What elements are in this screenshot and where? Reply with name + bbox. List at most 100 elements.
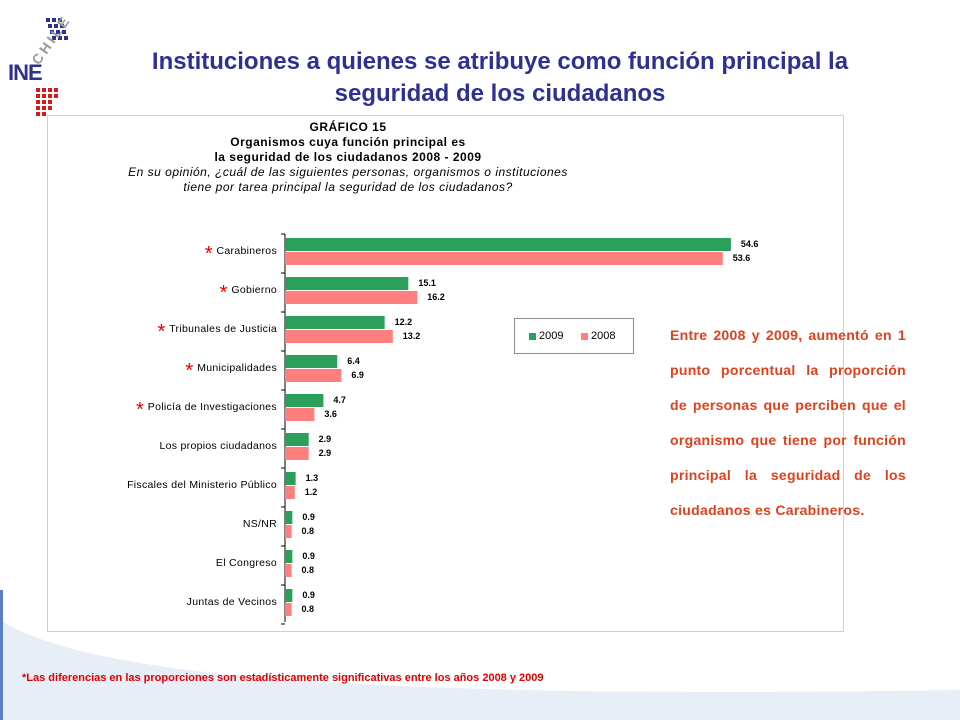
category-label: El Congreso: [216, 557, 277, 569]
logo-dot: [36, 94, 40, 98]
significance-star: *: [185, 360, 193, 382]
value-label-2009: 12.2: [395, 317, 413, 327]
bar-2009: [285, 238, 731, 251]
bar-2009: [285, 472, 296, 485]
slide-title-line-2: seguridad de los ciudadanos: [334, 80, 666, 107]
bar-2009: [285, 316, 385, 329]
logo-dot: [54, 24, 58, 28]
value-label-2008: 1.2: [305, 487, 318, 497]
bar-2008: [285, 291, 418, 304]
bar-2009: [285, 589, 293, 602]
bar-2008: [285, 603, 292, 616]
legend-swatch-2009: [529, 332, 536, 340]
logo-dot: [64, 36, 68, 40]
logo-dot: [62, 30, 66, 34]
logo-dot: [48, 24, 52, 28]
ine-logo: CHILE INE: [0, 0, 100, 120]
chart-number: GRÁFICO 15: [309, 120, 387, 134]
logo-dot: [54, 94, 58, 98]
category-label: Gobierno: [231, 284, 277, 296]
bar-2008: [285, 330, 393, 343]
legend-label-2008: 2008: [591, 330, 616, 342]
logo-acronym-text: INE: [8, 60, 42, 85]
logo-dot: [52, 18, 56, 22]
value-label-2009: 15.1: [418, 278, 436, 288]
legend-item-2009: 2009: [529, 330, 563, 342]
chart-title-line-2: la seguridad de los ciudadanos 2008 - 20…: [214, 150, 482, 164]
bar-2009: [285, 511, 293, 524]
logo-dot: [48, 88, 52, 92]
category-label: Juntas de Vecinos: [187, 596, 277, 608]
bar-2008: [285, 564, 292, 577]
chart-frame: GRÁFICO 15 Organismos cuya función princ…: [47, 115, 844, 632]
bar-2008: [285, 369, 342, 382]
significance-star: *: [205, 243, 213, 265]
legend-label-2009: 2009: [539, 330, 564, 342]
category-label: Tribunales de Justicia: [169, 323, 277, 335]
logo-dot: [42, 106, 46, 110]
bar-2009: [285, 394, 324, 407]
value-label-2009: 54.6: [741, 239, 759, 249]
bar-2008: [285, 447, 309, 460]
logo-dot: [36, 100, 40, 104]
logo-dot: [42, 112, 46, 116]
value-label-2008: 3.6: [324, 409, 337, 419]
value-label-2008: 2.9: [319, 448, 332, 458]
category-label: Policía de Investigaciones: [148, 401, 277, 413]
legend-item-2008: 2008: [581, 330, 615, 342]
logo-dot: [54, 88, 58, 92]
chart-title-line-1: Organismos cuya función principal es: [230, 135, 466, 149]
significance-star: *: [136, 399, 144, 421]
legend-swatch-2008: [581, 332, 588, 340]
logo-dot: [36, 106, 40, 110]
logo-dot: [48, 100, 52, 104]
value-label-2009: 4.7: [333, 395, 346, 405]
value-label-2008: 0.8: [302, 565, 315, 575]
value-label-2008: 53.6: [733, 253, 751, 263]
logo-dot: [48, 106, 52, 110]
bar-2009: [285, 550, 293, 563]
value-label-2009: 1.3: [306, 473, 319, 483]
value-label-2009: 0.9: [302, 590, 315, 600]
logo-dot: [52, 36, 56, 40]
logo-dot: [46, 18, 50, 22]
significance-star: *: [220, 282, 228, 304]
chart-question-line-2: tiene por tarea principal la seguridad d…: [183, 180, 513, 194]
annotation-note: Entre 2008 y 2009, aumentó en 1 punto po…: [670, 327, 906, 518]
bar-2009: [285, 277, 409, 290]
logo-dot: [48, 94, 52, 98]
logo-dot: [56, 30, 60, 34]
logo-dot: [36, 112, 40, 116]
value-label-2008: 0.8: [302, 526, 315, 536]
bar-2008: [285, 408, 315, 421]
value-label-2008: 16.2: [427, 292, 445, 302]
bar-2008: [285, 486, 295, 499]
logo-dot: [58, 36, 62, 40]
category-label: Los propios ciudadanos: [159, 440, 277, 452]
category-label: NS/NR: [243, 518, 277, 530]
logo-dot-grid: [36, 18, 68, 116]
logo-dot: [42, 94, 46, 98]
value-label-2009: 2.9: [319, 434, 332, 444]
category-label: Carabineros: [217, 245, 278, 257]
value-label-2009: 0.9: [302, 512, 315, 522]
slide-title-line-1: Instituciones a quienes se atribuye como…: [151, 48, 849, 75]
footnote: *Las diferencias en las proporciones son…: [22, 672, 544, 684]
category-label: Fiscales del Ministerio Público: [127, 479, 277, 491]
logo-dot: [58, 18, 62, 22]
value-label-2008: 0.8: [302, 604, 315, 614]
value-label-2009: 6.4: [347, 356, 360, 366]
bar-2008: [285, 252, 723, 265]
bar-2009: [285, 433, 309, 446]
logo-dot: [60, 24, 64, 28]
slide-title: Instituciones a quienes se atribuye como…: [100, 46, 900, 110]
chart-header: GRÁFICO 15 Organismos cuya función princ…: [48, 120, 648, 195]
logo-dot: [42, 100, 46, 104]
chart-question-line-1: En su opinión, ¿cuál de las siguientes p…: [128, 165, 568, 179]
bar-2009: [285, 355, 338, 368]
bar-2008: [285, 525, 292, 538]
significance-star: *: [157, 321, 165, 343]
value-label-2009: 0.9: [302, 551, 315, 561]
background-swoosh: [0, 590, 960, 720]
